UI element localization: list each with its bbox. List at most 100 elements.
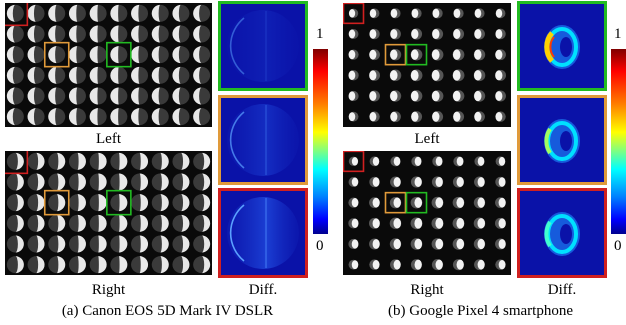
spot bbox=[172, 108, 190, 126]
spot bbox=[89, 87, 107, 105]
spot bbox=[172, 194, 190, 212]
spot bbox=[473, 196, 486, 209]
spot bbox=[369, 8, 380, 19]
spot bbox=[495, 8, 506, 19]
spot bbox=[68, 25, 86, 43]
spot bbox=[452, 28, 465, 40]
spot bbox=[369, 90, 380, 102]
spot bbox=[151, 152, 169, 170]
spot bbox=[6, 46, 24, 64]
spot bbox=[369, 156, 380, 167]
spot bbox=[110, 194, 128, 212]
spot bbox=[131, 194, 149, 212]
spot bbox=[431, 196, 444, 209]
spot bbox=[131, 256, 149, 274]
spot bbox=[68, 108, 86, 126]
pixel-right-label: Right bbox=[410, 282, 444, 298]
spot bbox=[368, 217, 381, 229]
spot bbox=[151, 87, 169, 105]
spot bbox=[390, 111, 401, 123]
highlight-box bbox=[106, 189, 132, 216]
highlight-box bbox=[5, 3, 29, 27]
spot bbox=[410, 238, 423, 250]
spot bbox=[389, 48, 402, 61]
spot bbox=[431, 28, 444, 40]
spot bbox=[473, 69, 486, 82]
spot bbox=[193, 46, 211, 64]
spot bbox=[494, 217, 507, 229]
spot bbox=[452, 176, 465, 188]
spot bbox=[410, 196, 423, 209]
spot bbox=[27, 194, 45, 212]
spot bbox=[172, 152, 190, 170]
spot bbox=[151, 4, 169, 22]
spot bbox=[474, 28, 485, 40]
spot bbox=[68, 87, 86, 105]
spot bbox=[452, 238, 465, 250]
pixel-colorbar-max: 1 bbox=[614, 26, 622, 42]
spot bbox=[410, 111, 423, 123]
spot bbox=[193, 173, 211, 191]
spot bbox=[348, 177, 359, 187]
spot bbox=[473, 217, 486, 230]
spot bbox=[452, 196, 465, 209]
canon-left-grid bbox=[5, 3, 212, 127]
spot bbox=[27, 25, 45, 43]
spot bbox=[172, 87, 190, 105]
spot bbox=[151, 46, 169, 64]
spot bbox=[131, 87, 149, 105]
spot bbox=[431, 111, 444, 123]
spot bbox=[110, 173, 128, 191]
spot bbox=[474, 111, 485, 123]
spot bbox=[131, 173, 149, 191]
spot bbox=[27, 235, 45, 253]
spot bbox=[193, 256, 211, 274]
spot bbox=[89, 214, 107, 232]
canon-diff-orange bbox=[218, 95, 308, 185]
spot bbox=[110, 214, 128, 232]
canon-right-grid bbox=[5, 151, 212, 275]
spot bbox=[390, 176, 401, 188]
spot bbox=[110, 46, 128, 64]
highlight-box bbox=[343, 151, 365, 173]
spot bbox=[390, 28, 401, 40]
spot bbox=[411, 156, 422, 167]
spot bbox=[348, 259, 359, 270]
spot bbox=[131, 235, 149, 253]
spot bbox=[89, 194, 107, 212]
spot bbox=[89, 173, 107, 191]
spot bbox=[27, 87, 45, 105]
spot bbox=[48, 235, 66, 253]
spot bbox=[348, 8, 359, 19]
spot bbox=[410, 259, 423, 271]
spot bbox=[110, 235, 128, 253]
spot bbox=[453, 156, 464, 167]
spot bbox=[473, 48, 486, 61]
spot bbox=[193, 66, 211, 84]
spot bbox=[193, 108, 211, 126]
highlight-box bbox=[5, 151, 29, 175]
spot bbox=[389, 238, 402, 250]
spot bbox=[410, 48, 423, 61]
pixel-diff-red bbox=[517, 188, 607, 278]
spot bbox=[431, 259, 444, 271]
spot bbox=[6, 66, 24, 84]
spot bbox=[131, 46, 149, 64]
spot bbox=[48, 214, 66, 232]
spot bbox=[68, 173, 86, 191]
spot bbox=[452, 48, 465, 61]
spot bbox=[172, 173, 190, 191]
spot bbox=[48, 152, 66, 170]
spot bbox=[131, 152, 149, 170]
spot bbox=[110, 256, 128, 274]
spot bbox=[389, 90, 402, 102]
pixel-left-label: Left bbox=[414, 131, 440, 147]
spot bbox=[452, 111, 465, 123]
spot bbox=[193, 4, 211, 22]
spot bbox=[68, 66, 86, 84]
spot bbox=[432, 8, 443, 19]
spot bbox=[110, 4, 128, 22]
spot bbox=[89, 235, 107, 253]
spot bbox=[368, 69, 381, 81]
spot bbox=[348, 70, 359, 81]
